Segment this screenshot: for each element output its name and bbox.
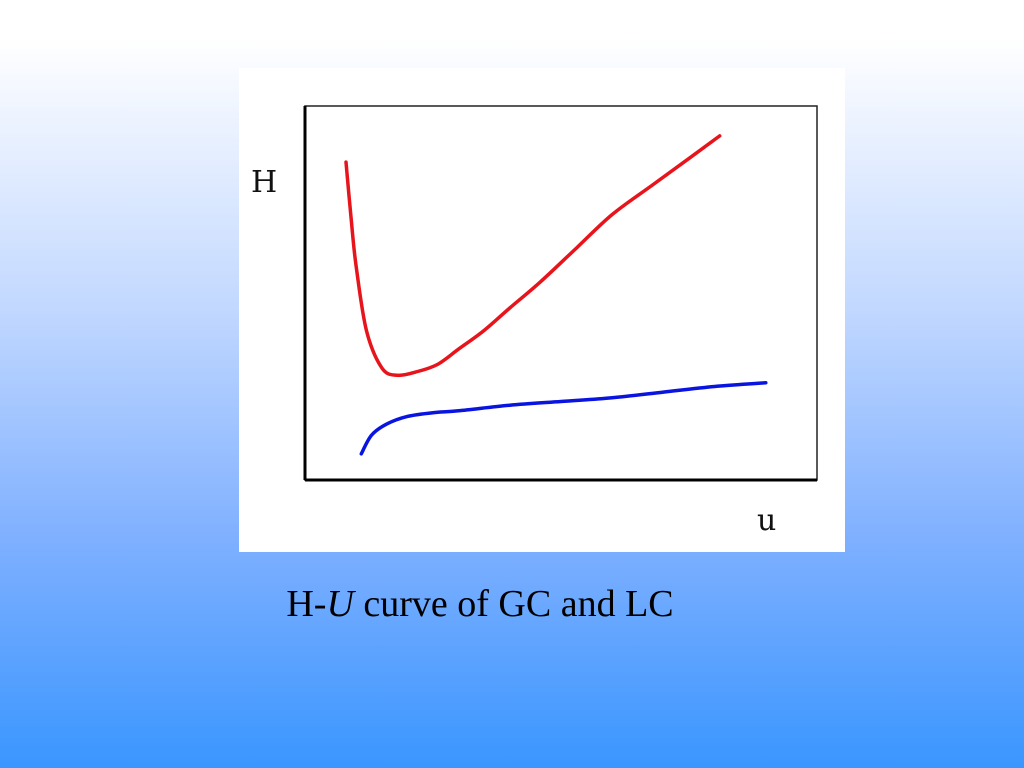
plot-panel: H u bbox=[239, 68, 845, 552]
series-line-2 bbox=[359, 381, 768, 456]
x-axis-label: u bbox=[757, 503, 776, 538]
caption-prefix: H- bbox=[286, 583, 327, 625]
y-axis-label: H bbox=[251, 165, 277, 200]
caption-italic-variable: U bbox=[326, 583, 354, 625]
caption-suffix: curve of GC and LC bbox=[353, 583, 674, 625]
series-layer bbox=[344, 134, 768, 456]
series-line-1 bbox=[344, 134, 722, 378]
line-chart: H u bbox=[251, 105, 818, 538]
plot-frame bbox=[304, 105, 818, 481]
figure-caption: H-U curve of GC and LC bbox=[0, 582, 960, 626]
